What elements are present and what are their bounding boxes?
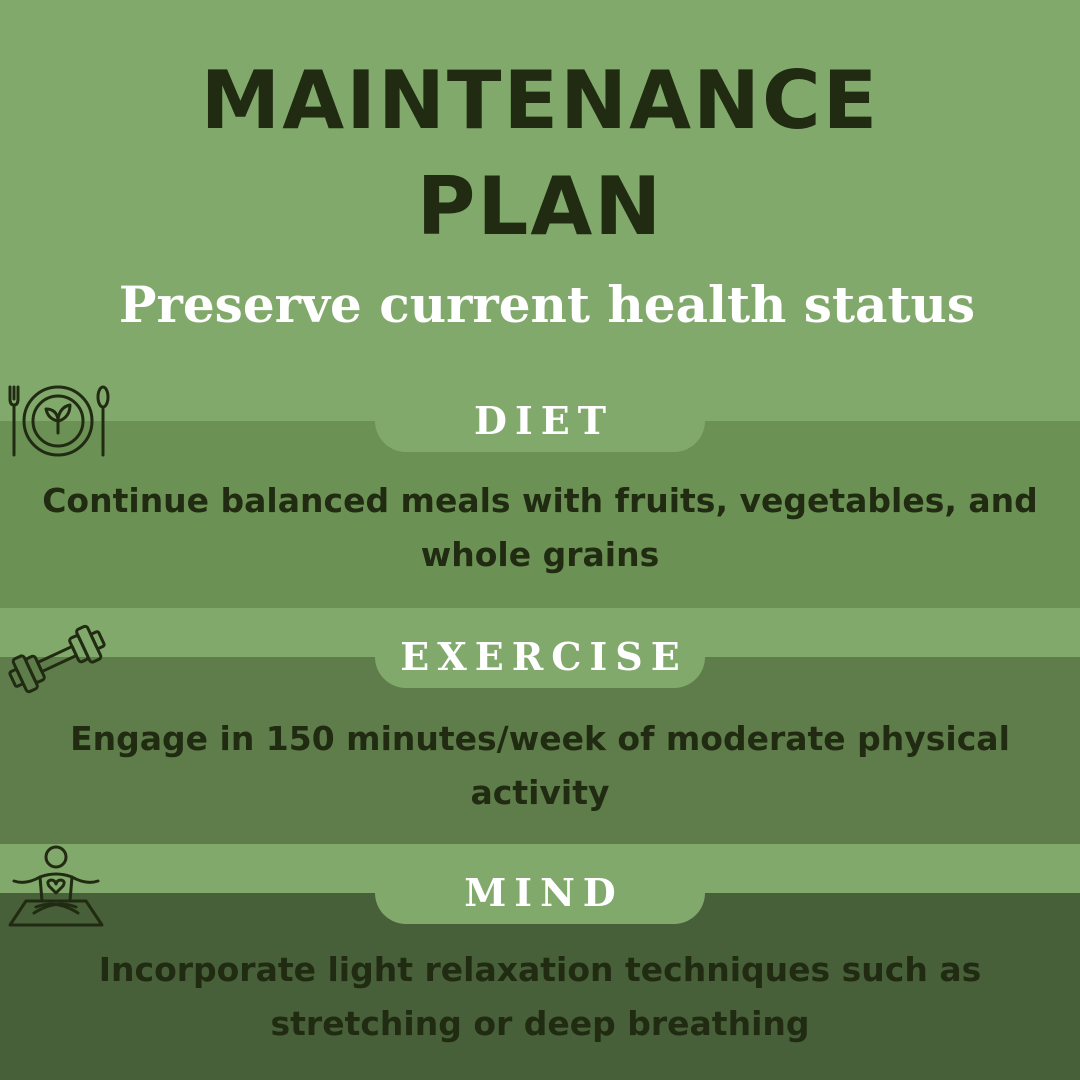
diet-description: Continue balanced meals with fruits, veg… (42, 481, 1038, 574)
mind-section (0, 893, 1080, 1080)
diet-label: DIET (375, 390, 705, 452)
exercise-section (0, 657, 1080, 844)
mind-label: MIND (375, 862, 705, 924)
plate-utensils-icon (6, 383, 110, 459)
dumbbell-icon (4, 622, 110, 696)
exercise-description: Engage in 150 minutes/week of moderate p… (70, 719, 1010, 812)
mind-description: Incorporate light relaxation techniques … (98, 950, 982, 1043)
exercise-label: EXERCISE (375, 626, 705, 688)
diet-section (0, 421, 1080, 608)
title-line-2: PLAN (416, 160, 664, 253)
page-subtitle: Preserve current health status (118, 275, 976, 334)
meditation-icon (6, 843, 106, 929)
title-line-1: MAINTENANCE (200, 54, 880, 147)
page-title: MAINTENANCE PLAN (0, 48, 1080, 260)
